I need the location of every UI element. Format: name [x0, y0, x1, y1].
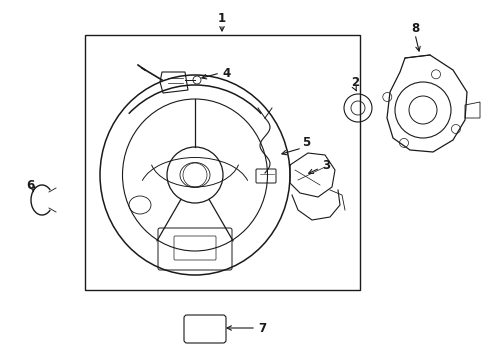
Text: 7: 7 [258, 321, 265, 334]
Text: 2: 2 [350, 76, 358, 89]
Text: 3: 3 [321, 158, 329, 171]
Text: 6: 6 [26, 179, 34, 192]
Text: 1: 1 [218, 12, 225, 24]
Bar [85, 35, 359, 290]
Text: 4: 4 [222, 67, 230, 80]
Text: 8: 8 [410, 22, 418, 35]
Text: 5: 5 [302, 135, 309, 149]
